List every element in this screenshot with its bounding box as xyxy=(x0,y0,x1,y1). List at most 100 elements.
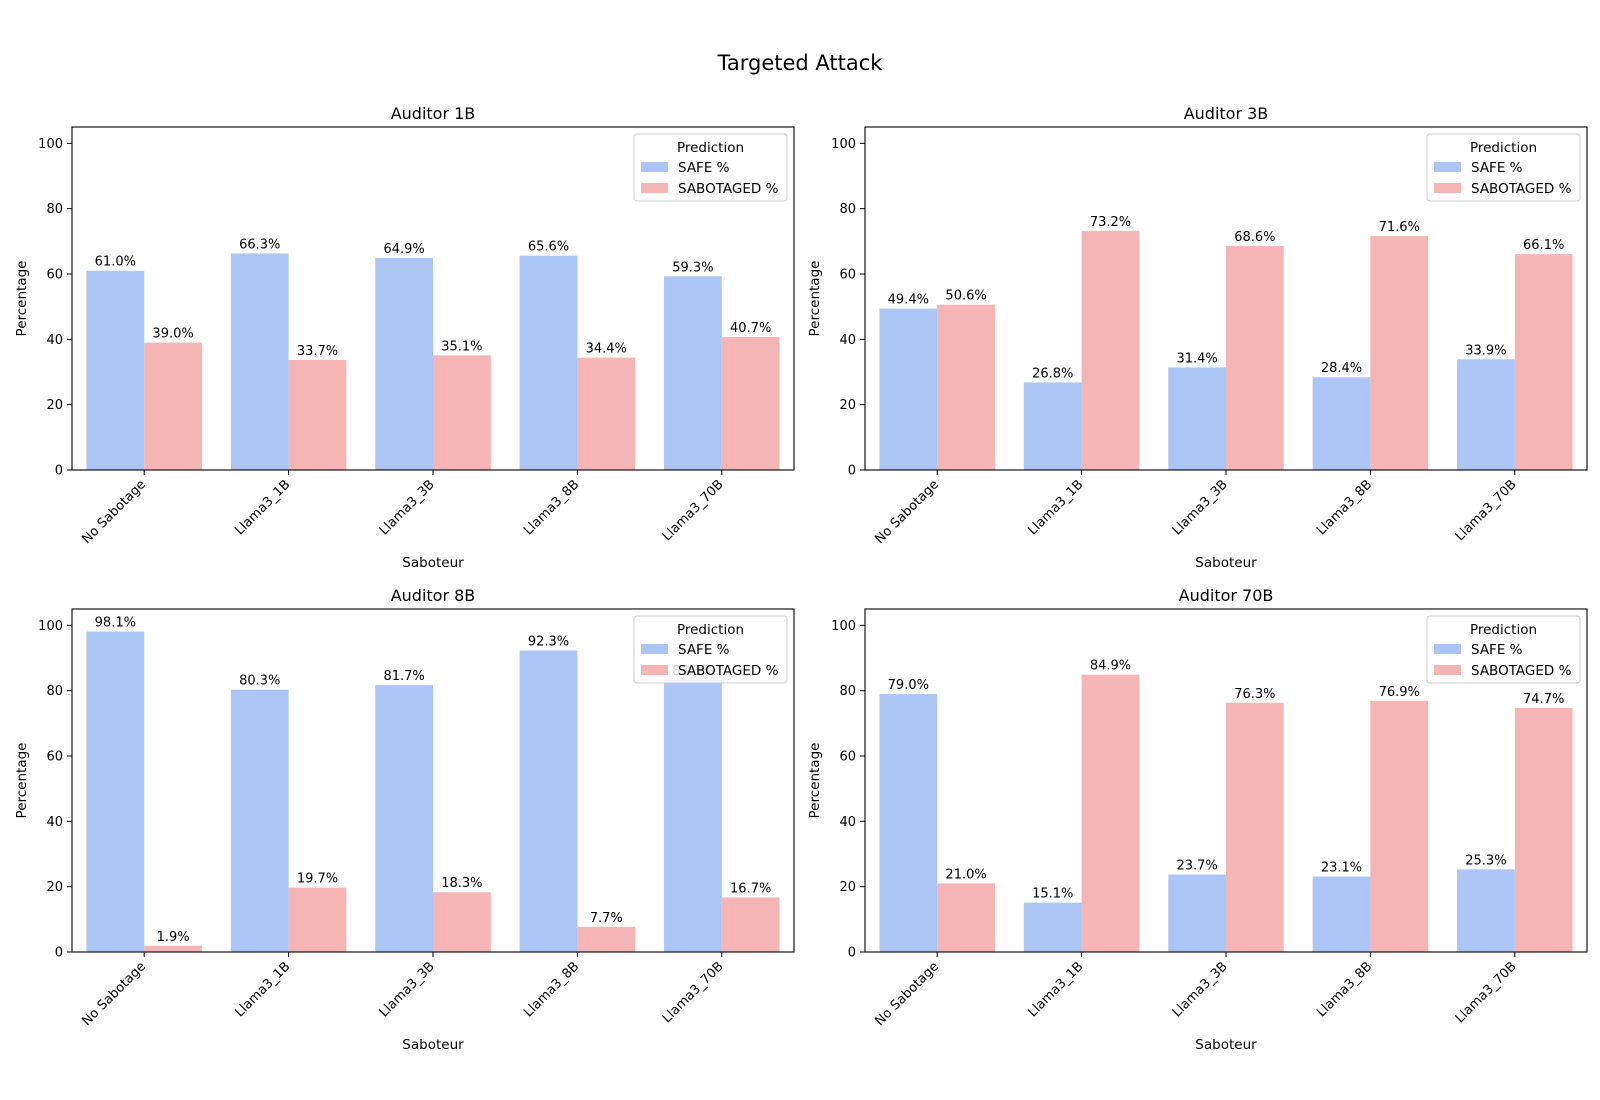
legend-label: SAFE % xyxy=(678,642,730,658)
sabotaged-bar xyxy=(1081,230,1140,470)
legend-title: Prediction xyxy=(677,622,744,638)
x-tick-label: Llama3_3B xyxy=(1170,477,1231,538)
sabotaged-bar xyxy=(433,355,491,470)
legend: Prediction SAFE % SABOTAGED % xyxy=(633,133,788,202)
y-tick-label: 20 xyxy=(839,398,856,413)
x-tick-label: No Sabotage xyxy=(79,477,149,547)
safe-legend-swatch xyxy=(641,162,668,172)
sabotaged-bar xyxy=(144,945,202,952)
legend-label: SABOTAGED % xyxy=(678,663,779,679)
legend-label: SAFE % xyxy=(1471,642,1523,658)
sabotaged-bar xyxy=(577,926,636,952)
data-label: 40.7% xyxy=(730,321,771,336)
y-tick-label: 80 xyxy=(839,684,856,699)
x-tick-label: Llama3_3B xyxy=(1170,959,1231,1020)
data-label: 49.4% xyxy=(888,293,929,308)
x-tick-label: Llama3_8B xyxy=(1314,477,1375,538)
legend-box xyxy=(633,615,788,684)
sabotaged-bar xyxy=(1370,236,1429,470)
data-label: 21.0% xyxy=(945,867,986,882)
chart-panels: 61.0% 66.3% 64.9% 65.6% 59.3% 39.0% 33.7% 35.1%… xyxy=(14,104,1588,1053)
sabotaged-bar xyxy=(577,357,636,470)
x-tick-label: No Sabotage xyxy=(872,959,942,1029)
x-axis-label: Saboteur xyxy=(402,1037,464,1053)
safe-bar xyxy=(1023,902,1082,952)
legend-box xyxy=(633,133,788,202)
y-tick-label: 20 xyxy=(46,880,63,895)
y-tick-label: 100 xyxy=(831,137,856,152)
data-label: 61.0% xyxy=(95,255,136,270)
safe-bar xyxy=(519,255,578,470)
data-label: 80.3% xyxy=(239,674,280,689)
data-label: 28.4% xyxy=(1321,361,1362,376)
x-tick-label: Llama3_70B xyxy=(1453,477,1520,544)
chart-panel-3: 98.1%80.3%81.7%92.3%83.3%1.9%19.7%18.3%7… xyxy=(14,586,795,1053)
panel-title: Auditor 1B xyxy=(391,104,476,123)
data-label: 50.6% xyxy=(945,289,986,304)
y-tick-label: 60 xyxy=(839,750,856,765)
sabotaged-bar xyxy=(288,359,347,470)
y-tick-label: 40 xyxy=(839,815,856,830)
sabotaged-bar xyxy=(721,897,780,952)
y-tick-label: 0 xyxy=(55,464,63,479)
y-axis-label: Percentage xyxy=(14,261,30,337)
safe-bar xyxy=(1023,382,1082,470)
sabotaged-bar xyxy=(1226,702,1284,952)
y-tick-label: 60 xyxy=(46,268,63,283)
safe-bar xyxy=(1168,367,1226,470)
legend-label: SABOTAGED % xyxy=(1471,181,1572,197)
data-label: 18.3% xyxy=(441,876,482,891)
sabotaged-bar xyxy=(1514,254,1573,470)
safe-bar xyxy=(664,679,722,952)
y-tick-label: 0 xyxy=(848,946,856,961)
panel-title: Auditor 3B xyxy=(1184,104,1269,123)
y-tick-label: 40 xyxy=(839,333,856,348)
data-label: 16.7% xyxy=(730,881,771,896)
data-label: 19.7% xyxy=(297,872,338,887)
x-tick-label: Llama3_70B xyxy=(1453,959,1520,1026)
safe-bar xyxy=(664,276,722,470)
data-label: 66.3% xyxy=(239,237,280,252)
safe-legend-swatch xyxy=(641,644,668,654)
data-label: 7.7% xyxy=(590,911,623,926)
chart-panel-4: 79.0% 15.1% 23.7% 23.1% 25.3% 21.0% 84.9% 76.3%… xyxy=(807,586,1588,1053)
legend: Prediction SAFE % SABOTAGED % xyxy=(1426,133,1581,202)
x-tick-label: No Sabotage xyxy=(79,959,149,1029)
x-tick-label: Llama3_3B xyxy=(377,477,438,538)
sabotaged-bar xyxy=(1226,245,1284,470)
sabotaged-bar xyxy=(1081,674,1140,952)
y-tick-label: 20 xyxy=(46,398,63,413)
sabotaged-legend-swatch xyxy=(641,183,668,193)
data-label: 68.6% xyxy=(1234,230,1275,245)
y-tick-label: 80 xyxy=(46,684,63,699)
x-axis-label: Saboteur xyxy=(1195,555,1257,571)
data-label: 98.1% xyxy=(95,616,136,631)
x-tick-label: Llama3_8B xyxy=(521,959,582,1020)
data-label: 1.9% xyxy=(157,930,190,945)
sabotaged-legend-swatch xyxy=(1434,665,1461,675)
panel-title: Auditor 70B xyxy=(1179,586,1274,605)
data-label: 23.1% xyxy=(1321,861,1362,876)
data-label: 92.3% xyxy=(528,634,569,649)
x-tick-label: Llama3_8B xyxy=(521,477,582,538)
sabotaged-bar xyxy=(144,342,202,470)
safe-bar xyxy=(375,257,433,470)
data-label: 74.7% xyxy=(1523,692,1564,707)
data-label: 76.9% xyxy=(1379,685,1420,700)
legend: Prediction SAFE % SABOTAGED % xyxy=(633,615,788,684)
sabotaged-bar xyxy=(288,887,347,952)
legend-box xyxy=(1426,133,1581,202)
panel-title: Auditor 8B xyxy=(391,586,476,605)
safe-bar xyxy=(86,631,145,952)
sabotaged-bar xyxy=(1370,700,1429,952)
data-label: 79.0% xyxy=(888,678,929,693)
safe-bar xyxy=(375,685,433,952)
sabotaged-bar xyxy=(1514,707,1573,952)
data-label: 84.9% xyxy=(1090,659,1131,674)
data-label: 76.3% xyxy=(1234,687,1275,702)
y-axis-label: Percentage xyxy=(14,743,30,819)
data-label: 35.1% xyxy=(441,339,482,354)
safe-bar xyxy=(1168,874,1226,952)
legend-title: Prediction xyxy=(677,140,744,156)
y-tick-label: 40 xyxy=(46,333,63,348)
